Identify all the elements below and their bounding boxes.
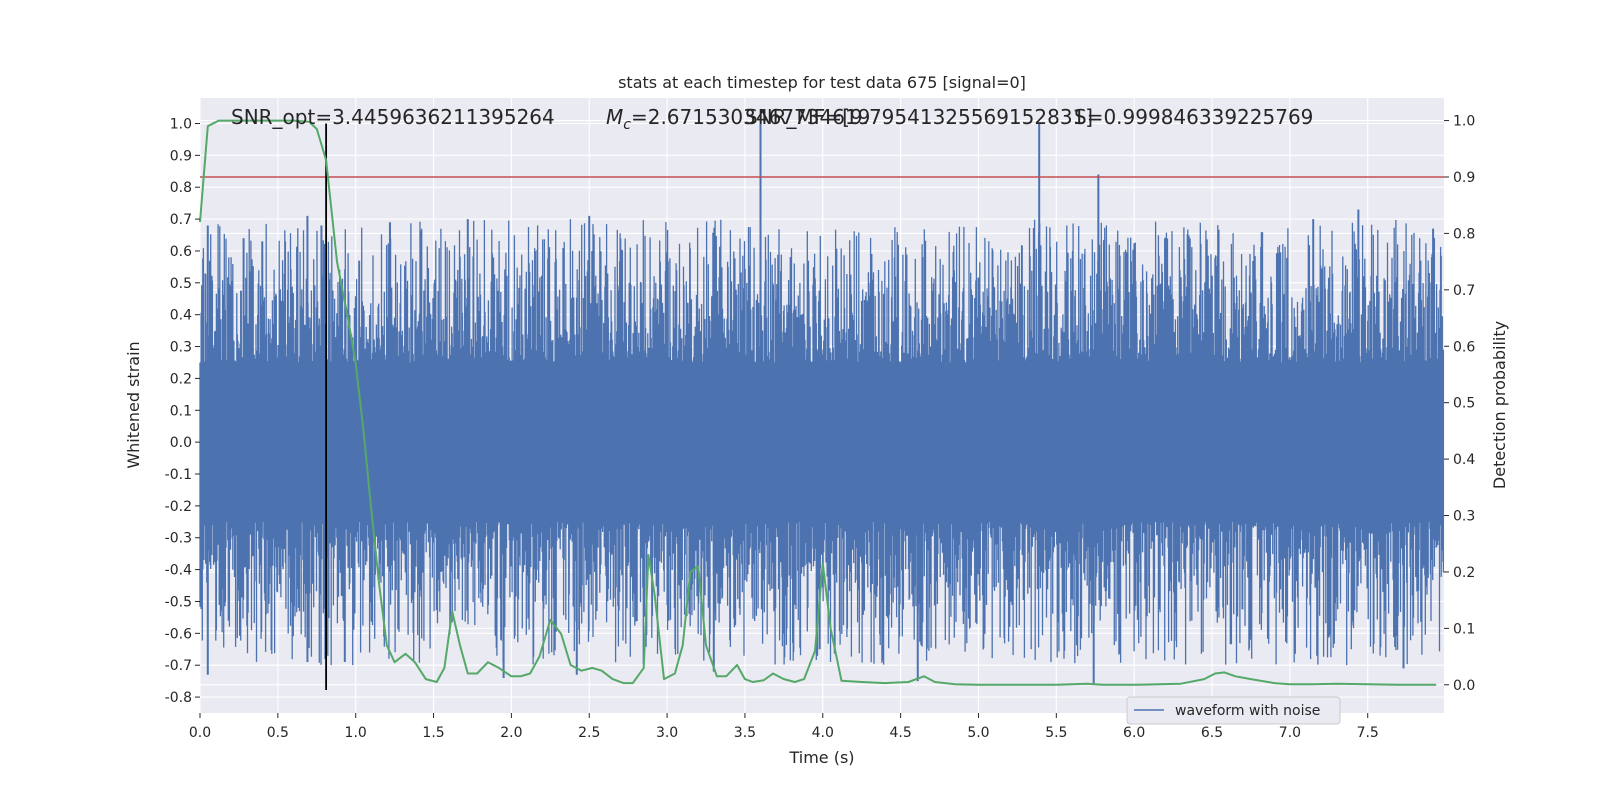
- y-tick-label: -0.3: [165, 531, 192, 547]
- y2-axis-label: Detection probability: [1490, 321, 1509, 489]
- x-tick-label: 0.5: [267, 725, 289, 741]
- y2-tick-label: 0.1: [1453, 621, 1475, 637]
- annotation-chirp-mass-value: =2.6715303467734619: [631, 105, 870, 129]
- annotation-snr-opt: SNR_opt=3.4459636211395264: [231, 105, 555, 129]
- x-tick-label: 0.0: [189, 725, 211, 741]
- right-axis-ticks: 1.0 0.9 0.8 0.7 0.6 0.5 0.4 0.3 0.2 0.1 0.0: [1444, 114, 1475, 694]
- detection-probability-series: [199, 119, 1437, 686]
- x-tick-label: 7.0: [1279, 725, 1301, 741]
- x-tick-label: 4.5: [889, 725, 911, 741]
- y-tick-label: 0.3: [170, 340, 192, 356]
- y-tick-label: 0.9: [170, 148, 192, 164]
- y2-tick-label: 0.2: [1453, 565, 1475, 581]
- y2-tick-label: 0.3: [1453, 509, 1475, 525]
- y2-tick-label: 0.5: [1453, 396, 1475, 412]
- waveform-noise-spikes: [206, 123, 1435, 685]
- y2-tick-label: 0.7: [1453, 283, 1475, 299]
- x-tick-label: 4.0: [812, 725, 834, 741]
- reference-lines: [200, 123, 1444, 691]
- x-tick-label: 5.5: [1045, 725, 1067, 741]
- x-axis-label: Time (s): [788, 748, 854, 767]
- annotation-s-value: S=0.999846339225769: [1074, 105, 1313, 129]
- y2-tick-label: 0.0: [1453, 678, 1475, 694]
- y-tick-label: -0.7: [165, 658, 192, 674]
- x-tick-label: 6.0: [1123, 725, 1145, 741]
- x-tick-label: 5.0: [967, 725, 989, 741]
- x-tick-label: 1.0: [345, 725, 367, 741]
- legend-label-waveform: waveform with noise: [1175, 703, 1320, 719]
- chart-title: stats at each timestep for test data 675…: [618, 73, 1026, 92]
- y-tick-label: 0.5: [170, 276, 192, 292]
- y2-tick-label: 1.0: [1453, 114, 1475, 130]
- y-tick-label: -0.4: [165, 563, 192, 579]
- y-tick-label: -0.1: [165, 467, 192, 483]
- y2-tick-label: 0.6: [1453, 339, 1475, 355]
- y2-tick-label: 0.4: [1453, 452, 1475, 468]
- y-tick-label: 0.4: [170, 308, 192, 324]
- y-tick-label: 0.7: [170, 212, 192, 228]
- x-tick-label: 6.5: [1201, 725, 1223, 741]
- y-tick-label: 1.0: [170, 116, 192, 132]
- legend-box: [1126, 696, 1341, 725]
- y-tick-label: 0.6: [170, 244, 192, 260]
- annotation-chirp-mass-symbol: M: [606, 105, 623, 129]
- annotation-snr-mf: SNR_MF=[9.79541325569152831]: [745, 105, 1093, 129]
- x-tick-label: 7.5: [1357, 725, 1379, 741]
- left-axis-ticks: 1.0 0.9 0.8 0.7 0.6 0.5 0.4 0.3 0.2 0.1 0.0 -0.1 -0.…: [165, 116, 200, 706]
- x-tick-label: 1.5: [422, 725, 444, 741]
- y-tick-label: 0.2: [170, 371, 192, 387]
- waveform-noise-series: [199, 219, 1445, 666]
- y-tick-label: 0.8: [170, 180, 192, 196]
- x-tick-label: 3.0: [656, 725, 678, 741]
- y-tick-label: 0.0: [170, 435, 192, 451]
- x-tick-label: 2.0: [500, 725, 522, 741]
- x-axis-ticks: 0.0 0.5 1.0 1.5 2.0 2.5 3.0 3.5 4.0 4.5 5.0 5.5 6.0 6…: [189, 713, 1379, 741]
- y-tick-label: -0.2: [165, 499, 192, 515]
- y-axis-label: Whitened strain: [124, 341, 143, 468]
- y-tick-label: -0.8: [165, 690, 192, 706]
- y-tick-label: 0.1: [170, 403, 192, 419]
- y2-tick-label: 0.8: [1453, 226, 1475, 242]
- detection-probability-line: [199, 119, 1437, 686]
- waveform-noise-path: [199, 219, 1445, 666]
- legend: waveform with noise: [1126, 696, 1341, 725]
- x-tick-label: 3.5: [734, 725, 756, 741]
- y-tick-label: -0.5: [165, 594, 192, 610]
- y2-tick-label: 0.9: [1453, 170, 1475, 186]
- annotation-chirp-mass-subscript: c: [623, 117, 631, 133]
- y-tick-label: -0.6: [165, 626, 192, 642]
- annotation-chirp-mass: Mc=2.6715303467734619: [606, 105, 870, 133]
- x-tick-label: 2.5: [578, 725, 600, 741]
